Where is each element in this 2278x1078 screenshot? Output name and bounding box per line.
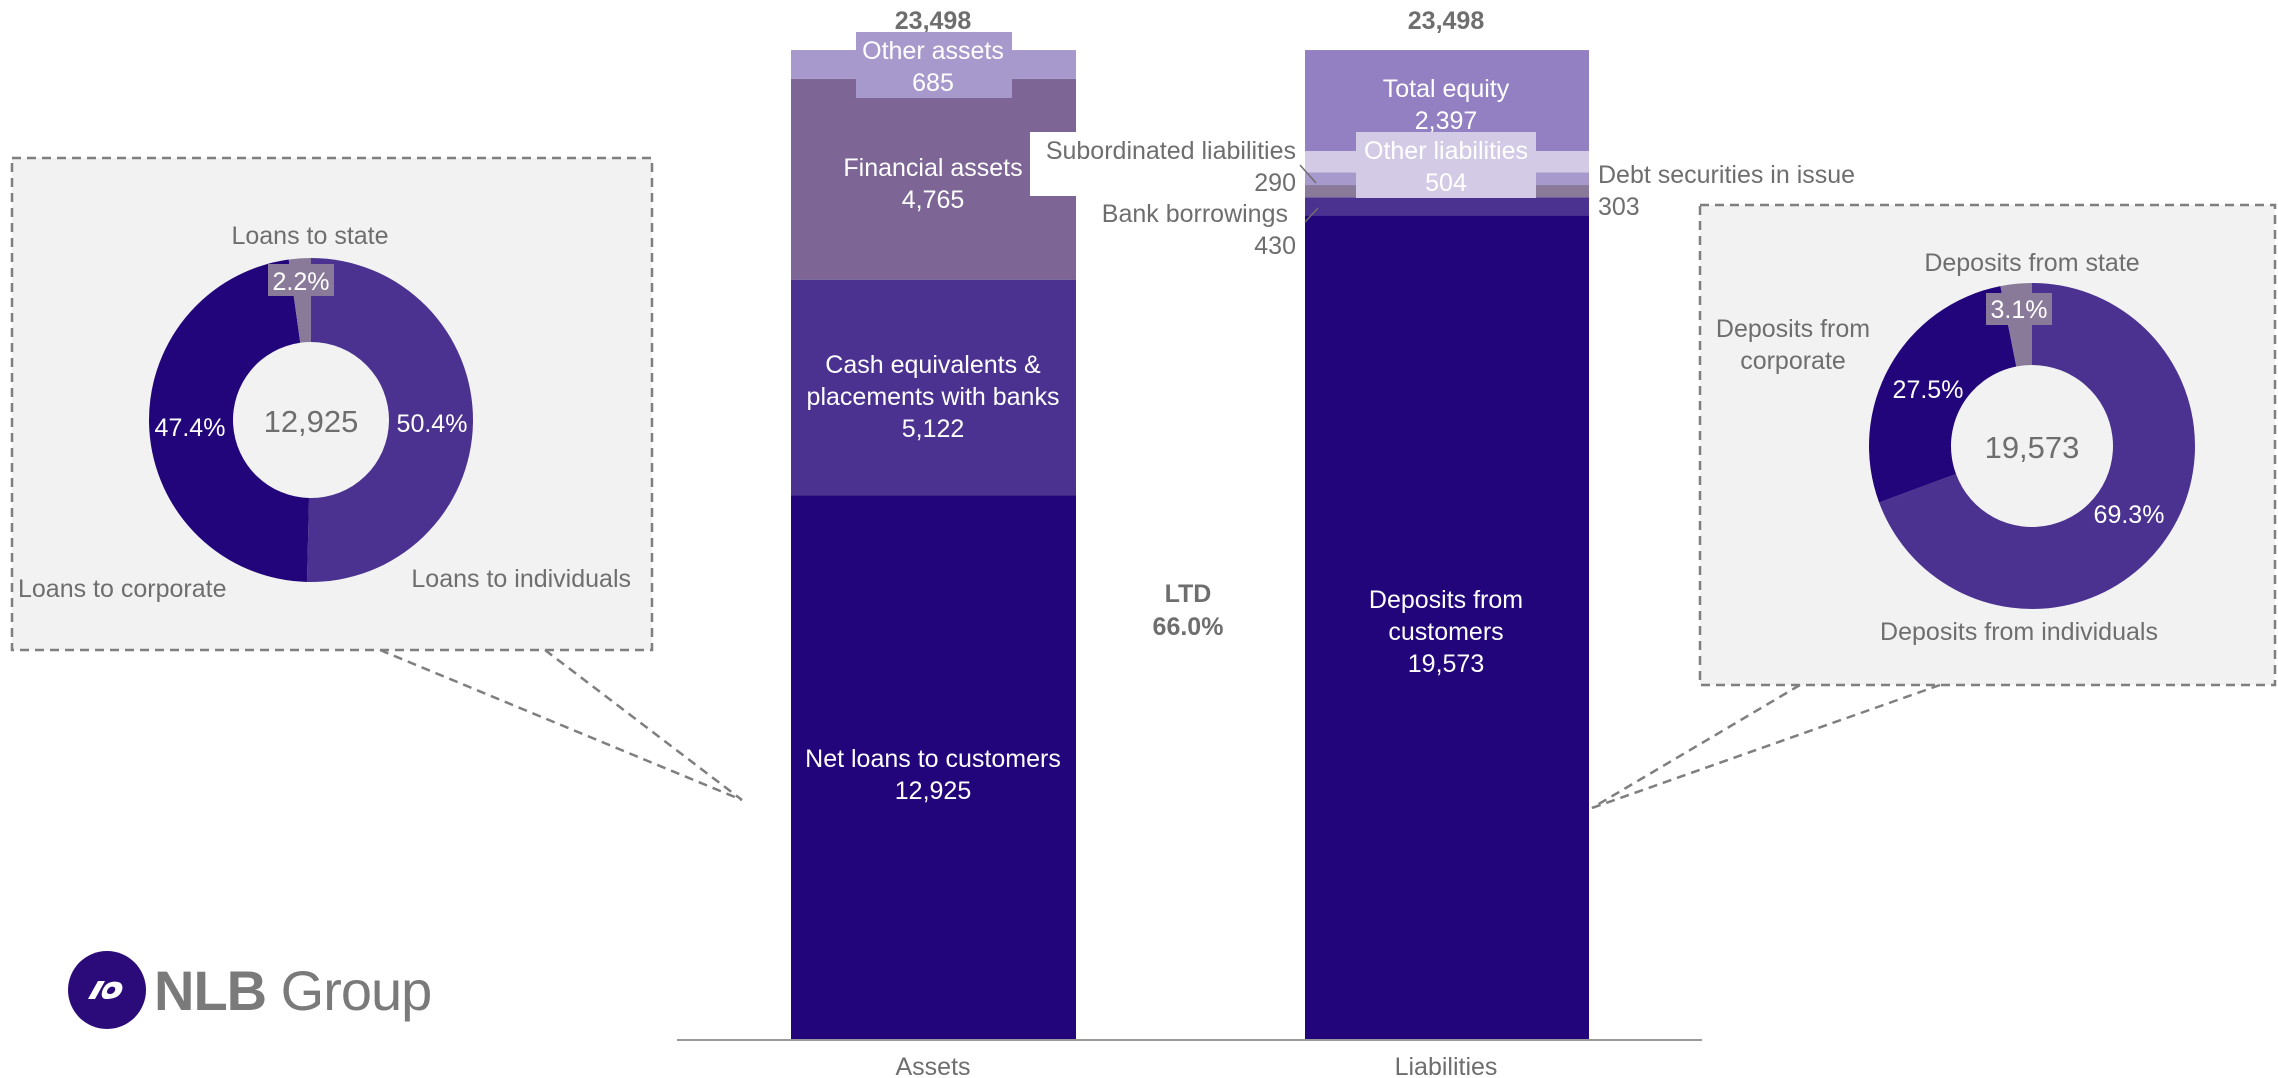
bank-borrowings-leader-line	[1304, 207, 1319, 223]
bank-borrowings-value: 430	[1254, 232, 1296, 260]
other-assets-value: 685	[912, 69, 954, 97]
other-assets-label: Other assets	[862, 37, 1004, 65]
deposits-state-pct-box	[1986, 293, 2052, 325]
total-equity-label: Total equity	[1383, 75, 1510, 103]
deposits-donut-slice-1	[1868, 286, 2017, 503]
logo-text: NLB Group	[154, 958, 433, 1023]
liabilities-total-label: 23,498	[1408, 7, 1485, 35]
financial-assets-value: 4,765	[902, 186, 965, 214]
deposits-corporate-pct: 27.5%	[1893, 376, 1964, 404]
subordinated-value: 290	[1254, 169, 1296, 197]
loans-donut-slice-0	[306, 258, 474, 582]
loans-donut	[149, 258, 474, 582]
liabilities-bar	[1305, 50, 1589, 1041]
net-loans-label: Net loans to customers	[805, 745, 1061, 773]
logo-text-bold: NLB	[154, 958, 267, 1022]
other-liabilities-label-box	[1356, 132, 1536, 198]
deposits-individuals-pct: 69.3%	[2094, 501, 2165, 529]
ltd-label: LTD	[1165, 580, 1212, 608]
subordinated-label-box	[1030, 132, 1300, 196]
assets-segment-1	[791, 279, 1076, 496]
debt-securities-value: 303	[1598, 193, 1640, 221]
other-assets-label-box	[856, 32, 1012, 98]
loans-individuals-label: Loans to individuals	[411, 565, 631, 593]
nlb-logo-icon	[68, 951, 146, 1029]
deposits-callout-line	[1591, 683, 1801, 810]
debt-securities-label: Debt securities in issue	[1598, 161, 1855, 189]
loans-callout-line	[379, 648, 743, 802]
loans-individuals-pct: 50.4%	[397, 410, 468, 438]
loans-state-label: Loans to state	[231, 222, 388, 250]
net-loans-value: 12,925	[895, 777, 971, 805]
assets-total-label: 23,498	[895, 7, 972, 35]
cash-equivalents-value: 5,122	[902, 415, 965, 443]
subordinated-label: Subordinated liabilities	[1046, 137, 1296, 165]
x-tick-label-liabilities: Liabilities	[1395, 1053, 1498, 1078]
financial-assets-label: Financial assets	[843, 154, 1022, 182]
loans-corporate-pct: 47.4%	[155, 414, 226, 442]
deposits-donut-center-value: 19,573	[1985, 430, 2080, 465]
deposits-state-label: Deposits from state	[1924, 249, 2139, 277]
loans-corporate-label: Loans to corporate	[18, 575, 226, 603]
assets-segment-2	[791, 78, 1076, 280]
deposits-callout-line	[1591, 683, 1941, 810]
deposits-state-pct: 3.1%	[1991, 296, 2048, 324]
assets-bar	[791, 50, 1076, 1041]
liabilities-segment-1	[1305, 197, 1589, 216]
loans-state-pct: 2.2%	[273, 268, 330, 296]
deposits-individuals-label: Deposits from individuals	[1880, 618, 2158, 646]
deposits-customers-value: 19,573	[1408, 650, 1484, 678]
deposits-donut-slice-0	[1879, 283, 2195, 609]
total-equity-value: 2,397	[1415, 107, 1478, 135]
bank-borrowings-label: Bank borrowings	[1102, 200, 1288, 228]
deposits-customers-label-line: Deposits from	[1369, 586, 1523, 614]
deposits-corporate-label-line: Deposits from	[1716, 315, 1870, 343]
loans-donut-center-value: 12,925	[264, 404, 359, 439]
cash-equivalents-label-line: placements with banks	[807, 383, 1060, 411]
liabilities-segment-0	[1305, 215, 1589, 1041]
deposits-corporate-label-line: corporate	[1740, 347, 1846, 375]
logo-text-regular: Group	[266, 958, 433, 1022]
loans-donut-slice-1	[149, 259, 310, 582]
x-tick-label-assets: Assets	[895, 1053, 970, 1078]
deposits-customers-label-line: customers	[1388, 618, 1503, 646]
assets-segment-0	[791, 495, 1076, 1041]
cash-equivalents-label: Cash equivalents & placements with banks	[807, 351, 1060, 411]
cash-equivalents-label-line: Cash equivalents &	[825, 351, 1041, 379]
loans-state-pct-box	[268, 264, 334, 296]
ltd-value: 66.0%	[1153, 613, 1224, 641]
deposits-customers-label: Deposits from customers	[1369, 586, 1523, 646]
other-liabilities-value: 504	[1425, 169, 1467, 197]
other-liabilities-label: Other liabilities	[1364, 137, 1528, 165]
nlb-group-logo: NLB Group	[68, 950, 448, 1030]
subordinated-leader-line	[1299, 164, 1317, 184]
deposits-corporate-label: Deposits from corporate	[1716, 315, 1870, 375]
loans-callout-line	[544, 649, 743, 801]
